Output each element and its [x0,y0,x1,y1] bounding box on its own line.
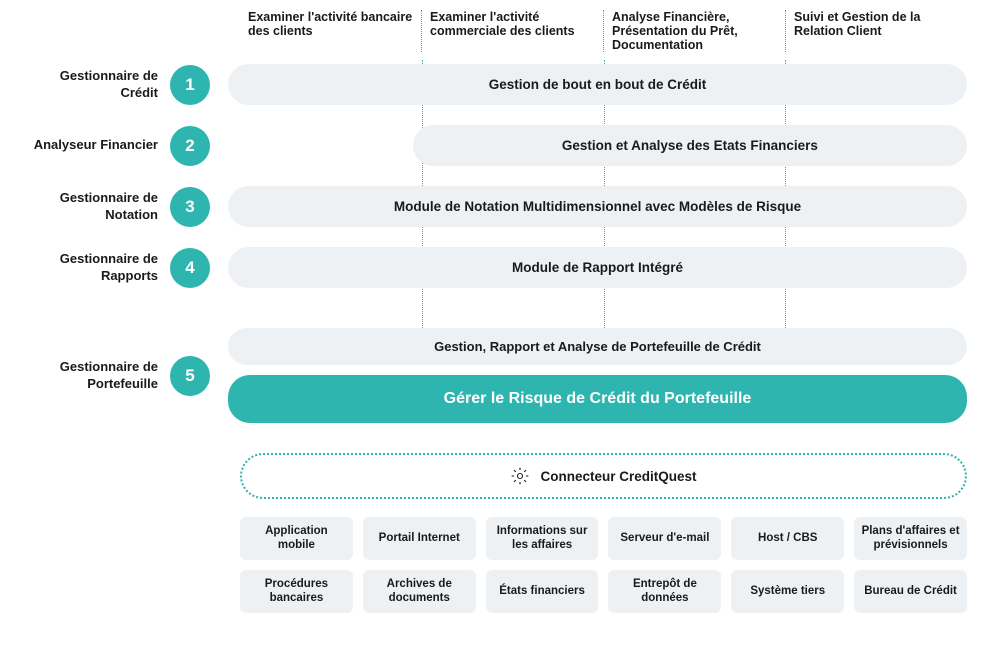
chip: Plans d'affaires et prévisionnels [854,517,967,560]
chip: Portail Internet [363,517,476,560]
header-col-2: Examiner l'activité commerciale des clie… [421,10,603,52]
row-label: Gestionnaire de Portefeuille [20,359,170,392]
gear-icon [510,466,530,486]
row-label: Analyseur Financier [20,137,170,153]
chips-row-1: Application mobile Portail Internet Info… [240,517,967,560]
portfolio-subtitle-bar: Gestion, Rapport et Analyse de Portefeui… [228,328,967,365]
module-bar: Module de Rapport Intégré [228,247,967,288]
chip: Procédures bancaires [240,570,353,613]
module-bar: Module de Notation Multidimensionnel ave… [228,186,967,227]
module-row-1: Gestionnaire de Crédit 1 Gestion de bout… [20,64,967,105]
number-circle: 2 [170,126,210,166]
number-circle: 5 [170,356,210,396]
module-row-4: Gestionnaire de Rapports 4 Module de Rap… [20,247,967,288]
chip: Serveur d'e-mail [608,517,721,560]
chip: Informations sur les affaires [486,517,599,560]
header-col-4: Suivi et Gestion de la Relation Client [785,10,967,52]
module-row-2: Analyseur Financier 2 Gestion et Analyse… [20,125,967,166]
chip: Application mobile [240,517,353,560]
column-headers: Examiner l'activité bancaire des clients… [240,10,967,52]
header-col-3: Analyse Financière, Présentation du Prêt… [603,10,785,52]
diagram-root: Examiner l'activité bancaire des clients… [20,10,967,613]
chip: Host / CBS [731,517,844,560]
number-circle: 1 [170,65,210,105]
chip: Système tiers [731,570,844,613]
module-row-3: Gestionnaire de Notation 3 Module de Not… [20,186,967,227]
chip: États financiers [486,570,599,613]
module-row-5: Gestionnaire de Portefeuille 5 Gestion, … [20,328,967,423]
chip: Archives de documents [363,570,476,613]
chips-row-2: Procédures bancaires Archives de documen… [240,570,967,613]
chip: Bureau de Crédit [854,570,967,613]
portfolio-main-bar: Gérer le Risque de Crédit du Portefeuill… [228,375,967,423]
chip: Entrepôt de données [608,570,721,613]
connector-box: Connecteur CreditQuest [240,453,967,499]
row-label: Gestionnaire de Rapports [20,251,170,284]
number-circle: 4 [170,248,210,288]
row-label: Gestionnaire de Notation [20,190,170,223]
number-circle: 3 [170,187,210,227]
connector-label: Connecteur CreditQuest [540,469,696,484]
header-col-1: Examiner l'activité bancaire des clients [240,10,421,52]
module-bar: Gestion de bout en bout de Crédit [228,64,967,105]
module-bar: Gestion et Analyse des Etats Financiers [413,125,967,166]
row-label: Gestionnaire de Crédit [20,68,170,101]
